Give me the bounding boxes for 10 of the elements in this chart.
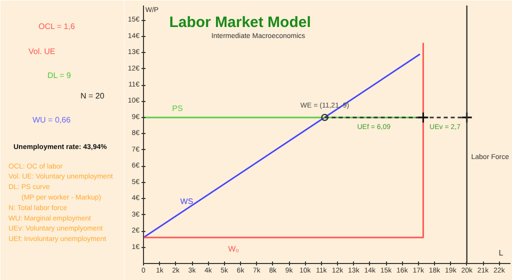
x-axis-title: L (498, 248, 504, 258)
text: OCL = 1,6 (38, 22, 76, 32)
series-label: PS (172, 104, 183, 113)
text: DL = 9 (48, 71, 72, 80)
text: Vol. UE (28, 47, 56, 56)
series-label: WS (180, 196, 194, 206)
series-label: W₀ (228, 244, 239, 254)
text: Labor Market Model (169, 14, 311, 31)
text: WU = 0,66 (32, 115, 72, 124)
text: N = 20 (80, 91, 105, 100)
